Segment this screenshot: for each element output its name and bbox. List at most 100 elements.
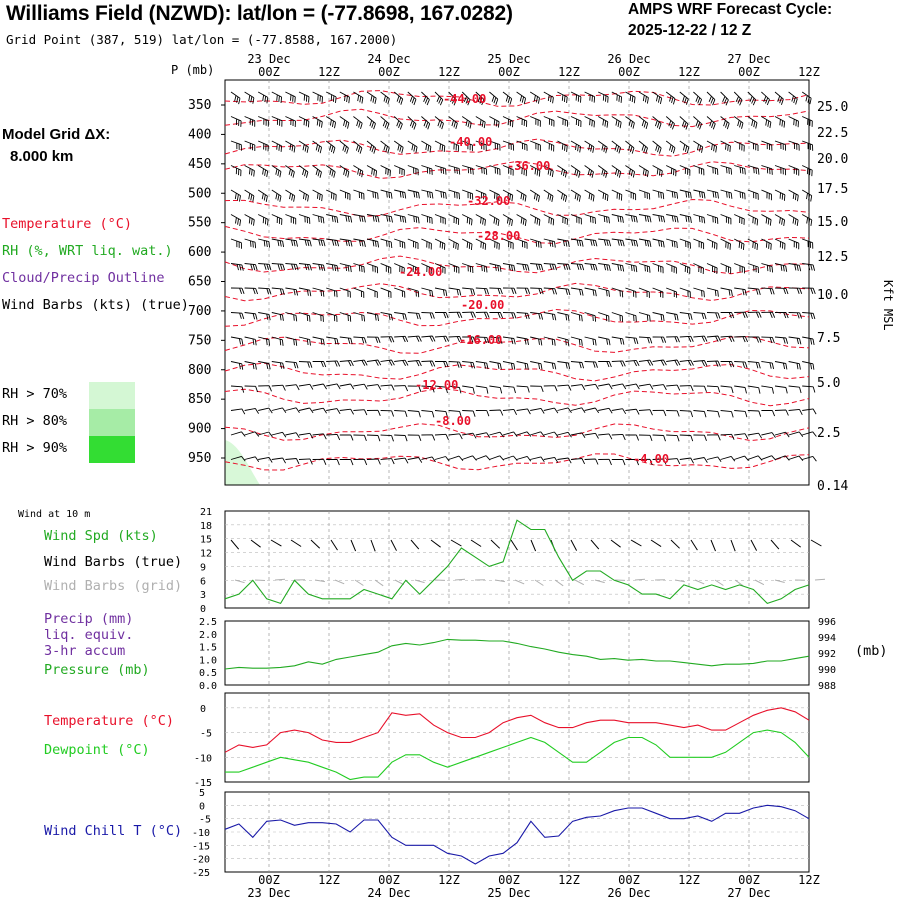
wind-barb	[367, 141, 376, 154]
top-date-label: 27 Dec	[727, 52, 770, 66]
wind-barb	[313, 141, 322, 153]
wind-barb	[775, 239, 785, 250]
wind-barb	[489, 362, 501, 370]
wind-barb	[299, 313, 310, 322]
wind-barb	[680, 336, 694, 342]
wind-barb	[598, 434, 612, 439]
bottom-time-tick: 00Z	[378, 873, 400, 887]
wind-barb	[775, 386, 787, 393]
surface-wind-barb	[291, 540, 301, 547]
isotherm-line	[225, 310, 809, 327]
wind-barb	[680, 313, 692, 320]
wind-barb	[693, 386, 706, 392]
wind-barb	[707, 313, 720, 319]
wind-barb	[775, 215, 785, 226]
wind-barb	[340, 141, 349, 154]
wind-barb	[517, 190, 527, 202]
wind-barb	[421, 166, 432, 175]
wind-barb	[680, 458, 694, 463]
wind-barb	[585, 239, 597, 246]
wind-barb	[367, 385, 381, 390]
meteogram: Williams Field (NZWD): lat/lon = (-77.86…	[0, 0, 900, 900]
surface-wind-barb	[371, 540, 375, 551]
wind-barb	[585, 166, 594, 178]
grid-wind-barb	[815, 579, 825, 580]
wind-barb	[653, 313, 665, 322]
wind-barb	[449, 239, 459, 250]
surface-wind-barb	[451, 540, 461, 546]
wind-barb	[639, 264, 650, 273]
wind-barb	[421, 215, 432, 224]
wind-barb	[775, 337, 788, 344]
surface-wind-barb	[751, 540, 757, 551]
wind-barb	[272, 458, 286, 463]
wind-barb	[435, 313, 448, 319]
wind-barb	[666, 313, 678, 321]
temp-tick: 0	[200, 704, 206, 715]
wind-barb	[571, 288, 583, 296]
windchill-tick: -25	[192, 868, 210, 879]
wind-barb	[775, 410, 788, 416]
wind-barb	[585, 215, 596, 224]
wind-barb	[476, 312, 489, 318]
wind-barb	[285, 313, 296, 322]
wind-barb	[666, 215, 678, 223]
isotherm-label: -4.00	[633, 452, 669, 466]
pressure-tick-label: 950	[188, 451, 211, 466]
wind-barb	[748, 288, 761, 295]
surface-wind-barb	[771, 540, 779, 549]
bottom-time-tick: 12Z	[678, 873, 700, 887]
wind-barb	[789, 190, 799, 201]
wind-barb	[612, 239, 624, 246]
kft-tick-label: 22.5	[817, 126, 848, 141]
wind-barb	[612, 313, 623, 322]
wind-barb	[734, 190, 745, 199]
wind-barb	[326, 215, 338, 223]
wind-barb	[557, 215, 567, 225]
surface-wind-barb	[591, 540, 599, 549]
wind-barb	[557, 92, 567, 103]
wind-barb	[299, 117, 309, 128]
wind-barb	[245, 166, 255, 177]
top-time-tick: 00Z	[498, 65, 520, 79]
wind-barb	[245, 313, 257, 320]
chart-canvas: -44.00-40.00-36.00-32.00-28.00-24.00-20.…	[0, 0, 900, 900]
windchill-panel-frame	[225, 792, 809, 872]
wind-barb	[761, 288, 774, 294]
wind-barb	[326, 288, 337, 297]
wind-barb	[789, 239, 799, 249]
wind-barb	[598, 288, 609, 297]
wind-barb	[272, 190, 281, 202]
wind-barb	[367, 410, 380, 416]
precip-tick: 1.0	[199, 655, 217, 666]
wind-barb	[381, 92, 390, 104]
wind-barb	[408, 166, 418, 176]
pressure-tick-label: 550	[188, 216, 211, 231]
wind-barb	[598, 92, 608, 103]
wind-barb	[353, 360, 367, 366]
wind-barb	[517, 215, 527, 226]
grid-wind-barb	[555, 580, 563, 586]
wind-barb	[449, 190, 460, 199]
wind-barb	[326, 141, 335, 153]
wind-barb	[313, 288, 324, 297]
wind-barb	[476, 288, 489, 294]
wind-barb	[748, 411, 761, 417]
wind-barb	[326, 190, 336, 201]
wind-barb	[721, 215, 731, 225]
wind-barb	[476, 264, 487, 273]
isotherm-line	[225, 454, 809, 470]
surface-wind-barb	[431, 540, 441, 547]
wind-barb	[585, 313, 596, 322]
wind-barb	[544, 190, 553, 202]
precip-tick: 0.5	[199, 668, 217, 679]
surface-wind-barb	[311, 540, 320, 548]
wind-barb	[299, 433, 313, 438]
wind-barb	[571, 190, 580, 202]
surface-wind-barb	[791, 540, 801, 547]
wind-barb	[761, 166, 772, 175]
grid-wind-barb	[635, 579, 645, 580]
wind-barb	[653, 239, 665, 247]
wind-barb	[449, 264, 459, 274]
wind-barb	[367, 117, 376, 130]
